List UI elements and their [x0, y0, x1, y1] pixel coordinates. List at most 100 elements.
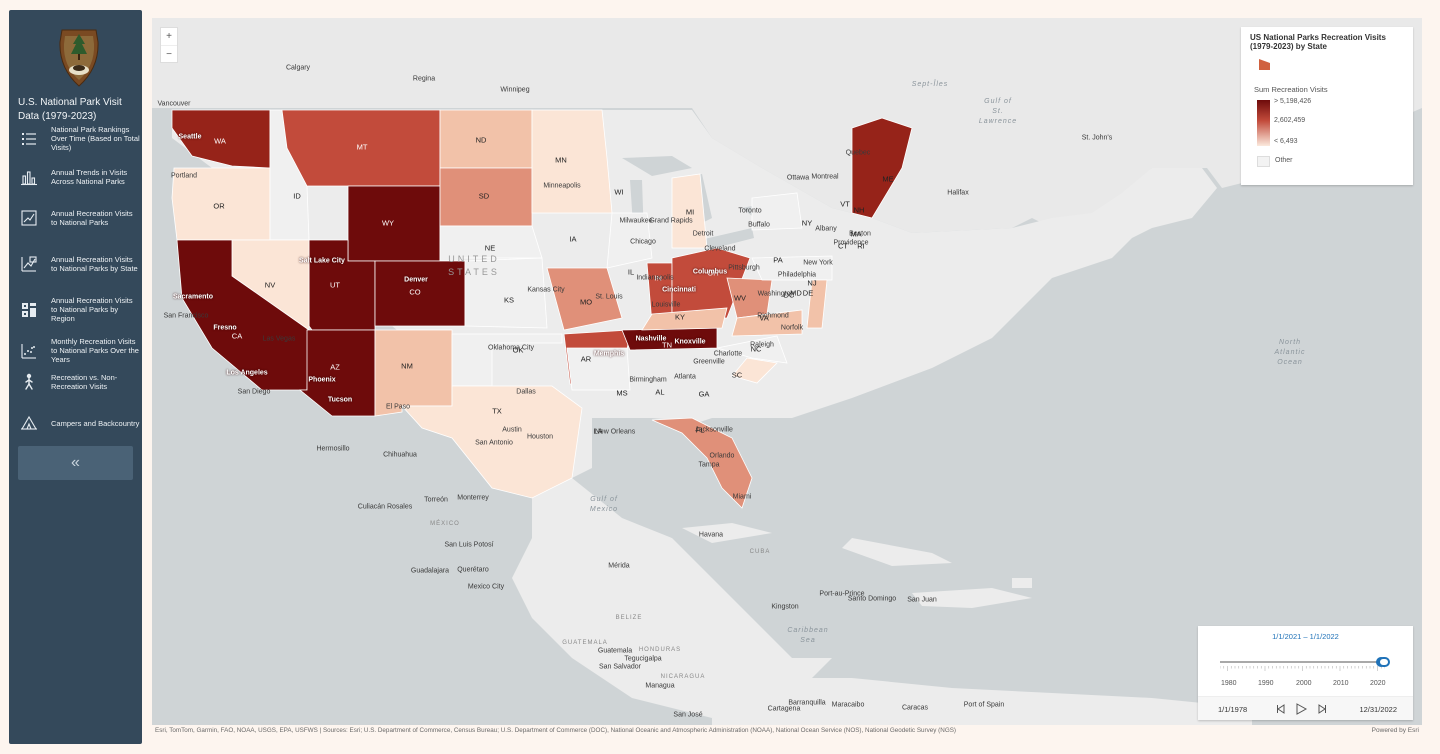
water-label-gulf-of-st-lawrence: Gulf of St. Lawrence — [978, 98, 1018, 125]
state-label-ct: CT — [838, 241, 848, 251]
city-label-el-paso: El Paso — [385, 403, 411, 411]
state-label-nj: NJ — [807, 278, 817, 288]
app-title: U.S. National Park Visit Data (1979-2023… — [18, 97, 122, 122]
bar-chart-icon — [20, 168, 38, 186]
nav-item-rankings[interactable]: National Park Rankings Over Time (Based … — [18, 125, 140, 152]
state-label-la: LA — [593, 426, 603, 436]
city-label-new-orleans: New Orleans — [594, 428, 636, 436]
basemap — [152, 18, 1422, 725]
city-label-seattle: Seattle — [178, 133, 202, 141]
city-label-monterrey: Monterrey — [457, 494, 489, 502]
map-view[interactable] — [152, 18, 1422, 725]
nav-item-campers[interactable]: Campers and Backcountry — [18, 414, 140, 432]
slider-end-date: 12/31/2022 — [1359, 705, 1397, 714]
country-label-belize: BELIZE — [615, 615, 643, 621]
zoom-control: + − — [160, 27, 178, 63]
nav-item-recreation-vs-non[interactable]: Recreation vs. Non-Recreation Visits — [18, 373, 140, 391]
state-label-az: AZ — [330, 362, 340, 372]
state-label-mt: MT — [356, 142, 368, 152]
state-label-tn: TN — [662, 340, 672, 350]
nav-item-annual-visits[interactable]: Annual Recreation Visits to National Par… — [18, 209, 140, 227]
city-label-merida: Mérida — [608, 562, 630, 570]
state-label-ok: OK — [512, 345, 524, 355]
state-label-tx: TX — [492, 406, 502, 416]
state-label-ca: CA — [231, 331, 243, 341]
city-label-albany: Albany — [815, 225, 837, 233]
slider-year-2000: 2000 — [1296, 680, 1312, 687]
state-label-mi: MI — [685, 207, 695, 217]
state-label-pa: PA — [773, 255, 783, 265]
water-label-north-atlantic-ocean: North Atlantic Ocean — [1274, 339, 1306, 366]
slider-thumb-end[interactable] — [1378, 657, 1390, 667]
water-label-sept-iles: Sept-Îles — [911, 81, 949, 88]
nav-item-annual-trends[interactable]: Annual Trends in Visits Across National … — [18, 168, 140, 186]
country-label-guatemala: GUATEMALA — [562, 640, 608, 646]
city-label-nashville: Nashville — [635, 335, 667, 343]
state-label-or: OR — [213, 201, 225, 211]
play-icon[interactable] — [1294, 702, 1308, 716]
state-label-wv: WV — [733, 293, 747, 303]
state-label-ne: NE — [484, 243, 496, 253]
city-label-denver: Denver — [404, 276, 428, 284]
city-label-orlando: Orlando — [709, 452, 735, 460]
previous-icon[interactable] — [1274, 702, 1288, 716]
city-label-grand-rapids: Grand Rapids — [649, 217, 693, 225]
zoom-out-button[interactable]: − — [166, 49, 172, 60]
city-label-dallas: Dallas — [516, 388, 536, 396]
city-label-greenville: Greenville — [693, 358, 725, 366]
state-label-ky: KY — [674, 312, 686, 322]
slider-year-2020: 2020 — [1370, 680, 1386, 687]
state-label-oh: OH — [707, 268, 719, 278]
city-label-minneapolis: Minneapolis — [543, 182, 581, 190]
zoom-in-button[interactable]: + — [161, 28, 177, 46]
city-label-atlanta: Atlanta — [674, 373, 696, 381]
state-label-nd: ND — [475, 135, 487, 145]
city-label-montreal: Montreal — [811, 173, 839, 181]
city-label-las-vegas: Las Vegas — [262, 335, 296, 343]
city-label-cartagena: Cartagena — [767, 705, 801, 713]
city-label-barranquilla: Barranquilla — [788, 699, 826, 707]
state-label-ut: UT — [330, 280, 340, 290]
country-label-united-states: UNITED STATES — [448, 254, 500, 277]
nav-item-visits-by-state[interactable]: Annual Recreation Visits to National Par… — [18, 255, 140, 273]
city-label-st-john-s: St. John's — [1081, 134, 1113, 142]
city-label-san-luis-potosi: San Luis Potosí — [444, 541, 494, 549]
city-label-salt-lake-city: Salt Lake City — [299, 257, 345, 265]
collapse-sidebar-button[interactable]: « — [18, 446, 133, 480]
city-label-san-francisco: San Francisco — [163, 312, 209, 320]
city-label-jacksonville: Jacksonville — [695, 426, 733, 434]
state-label-sc: SC — [731, 370, 743, 380]
city-label-columbus: Columbus — [692, 268, 728, 276]
city-label-winnipeg: Winnipeg — [500, 86, 530, 94]
slider-footer: 1/1/1978 12/31/2022 — [1198, 696, 1413, 720]
map-attribution: Esri, TomTom, Garmin, FAO, NOAA, USGS, E… — [155, 727, 957, 734]
region-chart-icon — [20, 301, 38, 319]
slider-track[interactable] — [1220, 661, 1385, 663]
city-label-ottawa: Ottawa — [786, 174, 810, 182]
city-label-louisville: Louisville — [651, 301, 681, 309]
city-label-managua: Managua — [645, 682, 675, 690]
city-label-oklahoma-city: Oklahoma City — [488, 344, 534, 352]
city-label-miami: Miami — [732, 493, 752, 501]
next-icon[interactable] — [1315, 702, 1329, 716]
city-label-san-juan: San Juan — [907, 596, 937, 604]
line-chart-state-icon — [20, 255, 38, 273]
nav-item-visits-by-region[interactable]: Annual Recreation Visits to National Par… — [18, 296, 140, 323]
city-label-richmond: Richmond — [757, 312, 789, 320]
state-label-ia: IA — [569, 234, 577, 244]
slider-year-1980: 1980 — [1221, 680, 1237, 687]
state-label-wy: WY — [381, 218, 395, 228]
state-label-ar: AR — [580, 354, 592, 364]
city-label-cleveland: Cleveland — [704, 245, 736, 253]
city-label-guadalajara: Guadalajara — [410, 567, 450, 575]
state-label-fl: FL — [695, 425, 705, 435]
city-label-detroit: Detroit — [692, 230, 714, 238]
city-label-maracaibo: Maracaibo — [831, 701, 865, 709]
sidebar: U.S. National Park Visit Data (1979-2023… — [9, 10, 142, 744]
city-label-san-salvador: San Salvador — [598, 663, 642, 671]
city-label-kingston: Kingston — [771, 603, 799, 611]
nav-item-monthly-visits[interactable]: Monthly Recreation Visits to National Pa… — [18, 337, 140, 364]
ranked-list-icon — [20, 130, 38, 148]
powered-by-esri[interactable]: Powered by Esri — [1371, 727, 1419, 734]
state-label-al: AL — [655, 387, 665, 397]
